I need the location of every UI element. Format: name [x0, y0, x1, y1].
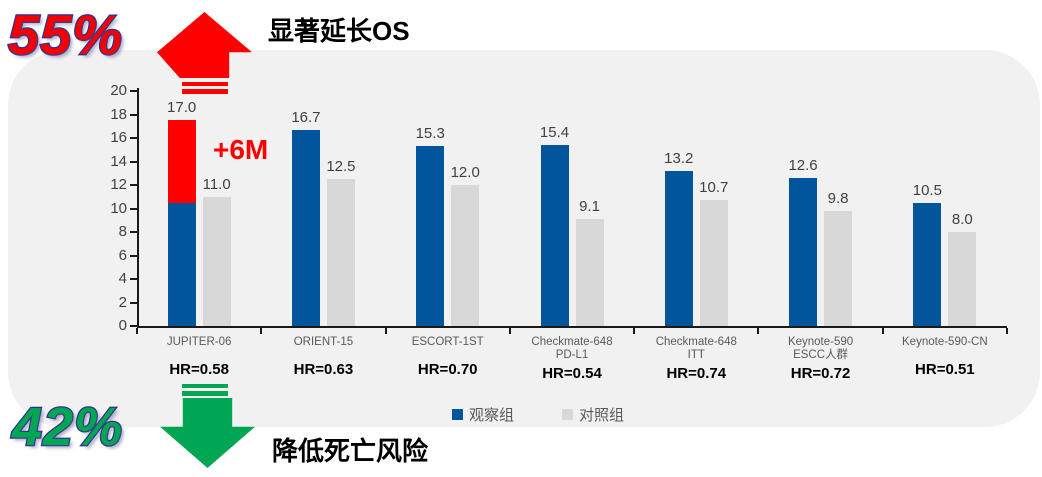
- bar-value-label: 8.0: [951, 211, 973, 228]
- y-axis-tick-label: 16: [110, 129, 127, 146]
- y-axis-tick-label: 6: [118, 246, 127, 264]
- percent-up-label: 55%: [7, 2, 124, 68]
- up-arrow-body: [157, 12, 252, 78]
- bar-observed-ORIENT-15: [291, 129, 320, 326]
- bar-control-Keynote-590-CN: [948, 232, 977, 326]
- category-label: ORIENT-15: [293, 336, 354, 348]
- bar-value-label: 10.5: [912, 181, 942, 199]
- y-axis-tick-label: 20: [110, 82, 127, 99]
- chart-title-down: 降低死亡风险: [272, 436, 429, 466]
- bar-control-ESCORT-1ST: [451, 185, 480, 326]
- category-label: Checkmate-648 PD-L1: [531, 336, 613, 361]
- y-axis-tick: [130, 184, 137, 186]
- category-label: ESCORT-1ST: [411, 336, 484, 348]
- x-axis-tick: [633, 328, 636, 334]
- bar-observed-Checkmate-648 PD-L1: [540, 145, 569, 326]
- up-arrow-stripe: [182, 82, 228, 86]
- bar-control-ORIENT-15: [326, 179, 355, 326]
- category-label: JUPITER-06: [166, 336, 232, 348]
- bar-observed-ESCORT-1ST: [416, 146, 445, 326]
- bar-control-Checkmate-648 PD-L1: [575, 219, 604, 326]
- x-axis-tick: [1006, 328, 1008, 334]
- bar-value-label: 15.3: [415, 125, 445, 143]
- x-axis-line: [137, 326, 1007, 328]
- y-axis-tick-label: 12: [110, 176, 127, 193]
- x-axis-tick: [508, 328, 511, 334]
- category-label: Keynote-590-CN: [902, 336, 988, 348]
- hr-label: HR=0.51: [915, 361, 975, 378]
- y-axis-tick: [130, 301, 137, 304]
- down-arrow-stripe: [182, 391, 228, 396]
- bar-value-label: 12.0: [450, 164, 480, 181]
- bar-value-label: 9.1: [579, 198, 600, 216]
- y-axis-tick: [130, 113, 137, 116]
- y-axis-tick-label: 2: [118, 293, 127, 311]
- bar-control-Checkmate-648 ITT: [699, 200, 728, 326]
- x-axis-tick: [384, 328, 387, 334]
- chart-title-up: 显著延长OS: [268, 16, 410, 46]
- bar-control-JUPITER-06: [202, 196, 231, 326]
- chart-legend: 观察组 对照组: [452, 404, 624, 425]
- hr-label: HR=0.72: [790, 365, 851, 382]
- category-label: Checkmate-648 ITT: [655, 336, 737, 361]
- bar-observed-Keynote-590 ESCC人群: [789, 177, 818, 326]
- x-axis-tick: [136, 328, 138, 334]
- bar-value-label: 13.2: [664, 149, 694, 167]
- hr-label: HR=0.63: [293, 361, 354, 378]
- down-arrow-stripe: [182, 384, 228, 388]
- gain-annotation: +6M: [213, 134, 269, 165]
- percent-down-label: 42%: [11, 396, 124, 459]
- category-label: Keynote-590 ESCC人群: [787, 336, 854, 361]
- legend-swatch-icon: [452, 409, 463, 420]
- bar-value-label: 16.7: [291, 108, 321, 126]
- legend-swatch-icon: [562, 409, 574, 420]
- y-axis-tick: [130, 160, 137, 163]
- hr-label: HR=0.58: [169, 361, 229, 378]
- y-axis-tick: [130, 137, 137, 139]
- down-arrow-icon: [160, 384, 255, 468]
- y-axis-tick-label: 18: [110, 105, 127, 123]
- x-axis-tick: [757, 328, 760, 334]
- bar-value-label: 10.7: [699, 179, 729, 197]
- hr-label: HR=0.54: [542, 365, 602, 382]
- legend-label: 对照组: [579, 407, 625, 424]
- y-axis-tick-label: 8: [118, 223, 127, 240]
- legend-item: 观察组: [452, 404, 514, 425]
- up-arrow-stripe: [182, 89, 228, 94]
- highlight-gain-segment: [167, 120, 196, 203]
- legend-item: 对照组: [562, 404, 624, 425]
- y-axis-tick: [130, 254, 137, 257]
- bar-observed-Keynote-590-CN: [913, 202, 942, 326]
- y-axis-tick: [130, 90, 137, 92]
- hr-label: HR=0.70: [417, 361, 478, 378]
- y-axis-tick-label: 14: [110, 152, 127, 170]
- x-axis-tick: [260, 328, 263, 334]
- bar-value-label: 9.8: [827, 189, 849, 207]
- y-axis-tick: [130, 278, 137, 280]
- x-axis-tick: [881, 328, 884, 334]
- bar-observed-Checkmate-648 ITT: [664, 170, 693, 326]
- bar-value-label: 12.6: [788, 156, 818, 174]
- down-arrow-body: [160, 398, 255, 468]
- legend-label: 观察组: [469, 407, 515, 424]
- bar-control-Keynote-590 ESCC人群: [824, 210, 853, 326]
- y-axis-line: [137, 88, 139, 328]
- bar-observed-JUPITER-06: [167, 120, 196, 326]
- up-arrow-icon: [157, 12, 252, 94]
- y-axis-tick-label: 4: [118, 270, 127, 287]
- bar-value-label: 17.0: [167, 99, 197, 117]
- hr-label: HR=0.74: [666, 365, 727, 382]
- bar-value-label: 12.5: [326, 158, 356, 176]
- y-axis-tick: [130, 207, 137, 210]
- y-axis-tick-label: 10: [110, 199, 127, 217]
- bar-value-label: 11.0: [202, 175, 231, 193]
- y-axis-tick: [130, 231, 137, 233]
- y-axis-tick: [130, 325, 137, 327]
- bar-value-label: 15.4: [539, 124, 570, 142]
- y-axis-tick-label: 0: [118, 317, 127, 334]
